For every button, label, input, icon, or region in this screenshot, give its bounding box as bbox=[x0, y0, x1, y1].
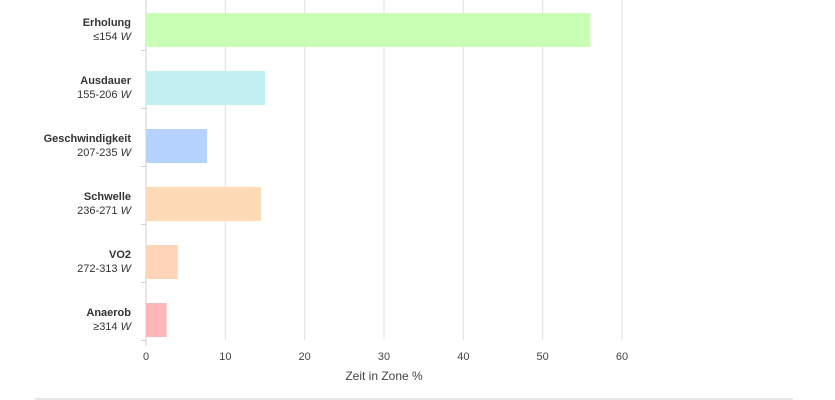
bar-erholung bbox=[146, 13, 591, 47]
bar-geschwindigkeit bbox=[146, 129, 208, 163]
category-range-geschwindigkeit: 207-235 W bbox=[77, 147, 132, 159]
x-tick-label-0: 0 bbox=[143, 351, 149, 363]
category-range-ausdauer: 155-206 W bbox=[77, 89, 132, 101]
x-tick-labels: 0 10 20 30 40 50 60 bbox=[143, 351, 628, 363]
x-tick-label-1: 10 bbox=[219, 351, 231, 363]
category-range-schwelle: 236-271 W bbox=[77, 205, 132, 217]
x-axis-title: Zeit in Zone % bbox=[345, 369, 423, 383]
category-label-anaerob: Anaerob bbox=[86, 307, 131, 319]
category-range-anaerob: ≥314 W bbox=[93, 321, 132, 333]
category-label-vo2: VO2 bbox=[109, 249, 131, 261]
x-tick-label-3: 30 bbox=[378, 351, 390, 363]
category-range-erholung: ≤154 W bbox=[93, 31, 132, 43]
category-label-ausdauer: Ausdauer bbox=[80, 75, 131, 87]
bar-anaerob bbox=[146, 303, 167, 337]
x-tick-label-4: 40 bbox=[457, 351, 469, 363]
category-range-vo2: 272-313 W bbox=[77, 263, 132, 275]
bar-schwelle bbox=[146, 187, 262, 221]
x-tick-label-5: 50 bbox=[537, 351, 549, 363]
grid-lines bbox=[141, 0, 623, 346]
x-tick-label-6: 60 bbox=[616, 351, 628, 363]
bar-vo2 bbox=[146, 245, 178, 279]
category-label-geschwindigkeit: Geschwindigkeit bbox=[44, 133, 132, 145]
x-tick-label-2: 20 bbox=[299, 351, 311, 363]
category-label-erholung: Erholung bbox=[83, 17, 131, 29]
category-labels: Erholung ≤154 W Ausdauer 155-206 W Geschwind… bbox=[44, 17, 133, 333]
category-label-schwelle: Schwelle bbox=[84, 191, 131, 203]
bars bbox=[146, 13, 591, 337]
bar-ausdauer bbox=[146, 71, 265, 105]
